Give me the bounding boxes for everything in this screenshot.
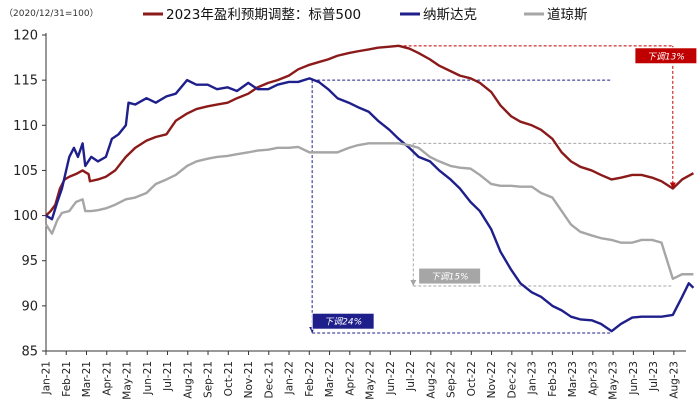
x-tick-label: Jan-23	[527, 361, 539, 395]
base-note: （2020/12/31=100）	[4, 8, 99, 19]
x-tick-label: Jan-22	[284, 361, 296, 395]
x-tick-label: Jun-22	[385, 361, 397, 396]
x-tick-label: Apr-23	[587, 361, 599, 396]
series-line-1	[45, 77, 695, 333]
annotation-label: 下调15%	[431, 272, 469, 283]
x-tick-label: Nov-21	[243, 361, 255, 398]
x-tick-label: Feb-23	[547, 361, 559, 397]
x-tick-label: May-23	[608, 361, 620, 400]
legend-label-dow: 道琼斯	[547, 7, 588, 23]
annotation-box	[634, 47, 698, 65]
x-axis: Jan-21 Feb-21 Mar-21 Apr-21 May-21 Jun-21 Jul-…	[41, 350, 686, 400]
x-tick-label: Mar-22	[324, 361, 336, 397]
x-tick-label: Nov-22	[486, 361, 498, 398]
x-tick-label: Aug-21	[182, 361, 194, 399]
x-tick-label: Sep-22	[446, 361, 458, 398]
x-tick-label: Oct-22	[466, 361, 478, 396]
x-tick-label: Jul-21	[162, 361, 174, 392]
x-tick-label: Dec-21	[263, 361, 275, 398]
y-tick-label: 85	[21, 345, 38, 360]
x-tick-label: May-22	[365, 361, 377, 400]
y-tick-label: 90	[21, 299, 38, 314]
x-tick-label: Jul-23	[648, 361, 660, 392]
annotation-arrowhead	[410, 279, 417, 286]
legend-label-sp500: 2023年盈利预期调整：标普500	[166, 7, 361, 23]
y-tick-label: 110	[13, 119, 38, 134]
y-tick-label: 120	[13, 29, 38, 44]
x-tick-label: Mar-21	[81, 361, 93, 397]
annotation-arrowhead	[669, 182, 676, 189]
x-tick-label: Aug-22	[425, 361, 437, 399]
annotation-boxes: 下调13% 下调15% 下调24%	[311, 47, 698, 330]
x-tick-label: Jan-21	[41, 361, 53, 395]
y-tick-label: 100	[13, 209, 38, 224]
series-layer	[45, 44, 695, 333]
x-tick-label: Feb-21	[61, 361, 73, 397]
y-tick-label: 105	[13, 164, 38, 179]
legend-label-nasdaq: 纳斯达克	[423, 7, 477, 23]
annotation-guides	[309, 45, 676, 334]
annotation-label: 下调13%	[647, 51, 685, 62]
annotation-box	[311, 312, 375, 330]
annotation-label: 下调24%	[324, 317, 362, 328]
x-tick-label: Apr-22	[344, 361, 356, 396]
legend: 2023年盈利预期调整：标普500 纳斯达克 道琼斯	[143, 7, 588, 23]
x-tick-label: Feb-22	[304, 361, 316, 397]
series-line-0	[45, 44, 695, 217]
annotation-box	[418, 267, 482, 285]
y-axis: 85 90 95 100 105 110 115 120	[13, 29, 47, 360]
series-line-2	[45, 142, 694, 280]
x-tick-label: May-21	[122, 361, 134, 400]
x-tick-label: Jun-21	[142, 361, 154, 396]
x-tick-label: Apr-21	[101, 361, 113, 396]
y-tick-label: 95	[21, 254, 38, 269]
x-tick-label: Jun-23	[628, 361, 640, 396]
x-tick-label: Oct-21	[223, 361, 235, 396]
x-tick-label: Jul-22	[405, 361, 417, 392]
y-tick-label: 115	[13, 74, 38, 89]
x-tick-label: Mar-23	[567, 361, 579, 397]
x-tick-label: Dec-22	[506, 361, 518, 398]
x-tick-label: Sep-21	[203, 361, 215, 398]
x-tick-label: Aug-23	[668, 361, 680, 399]
